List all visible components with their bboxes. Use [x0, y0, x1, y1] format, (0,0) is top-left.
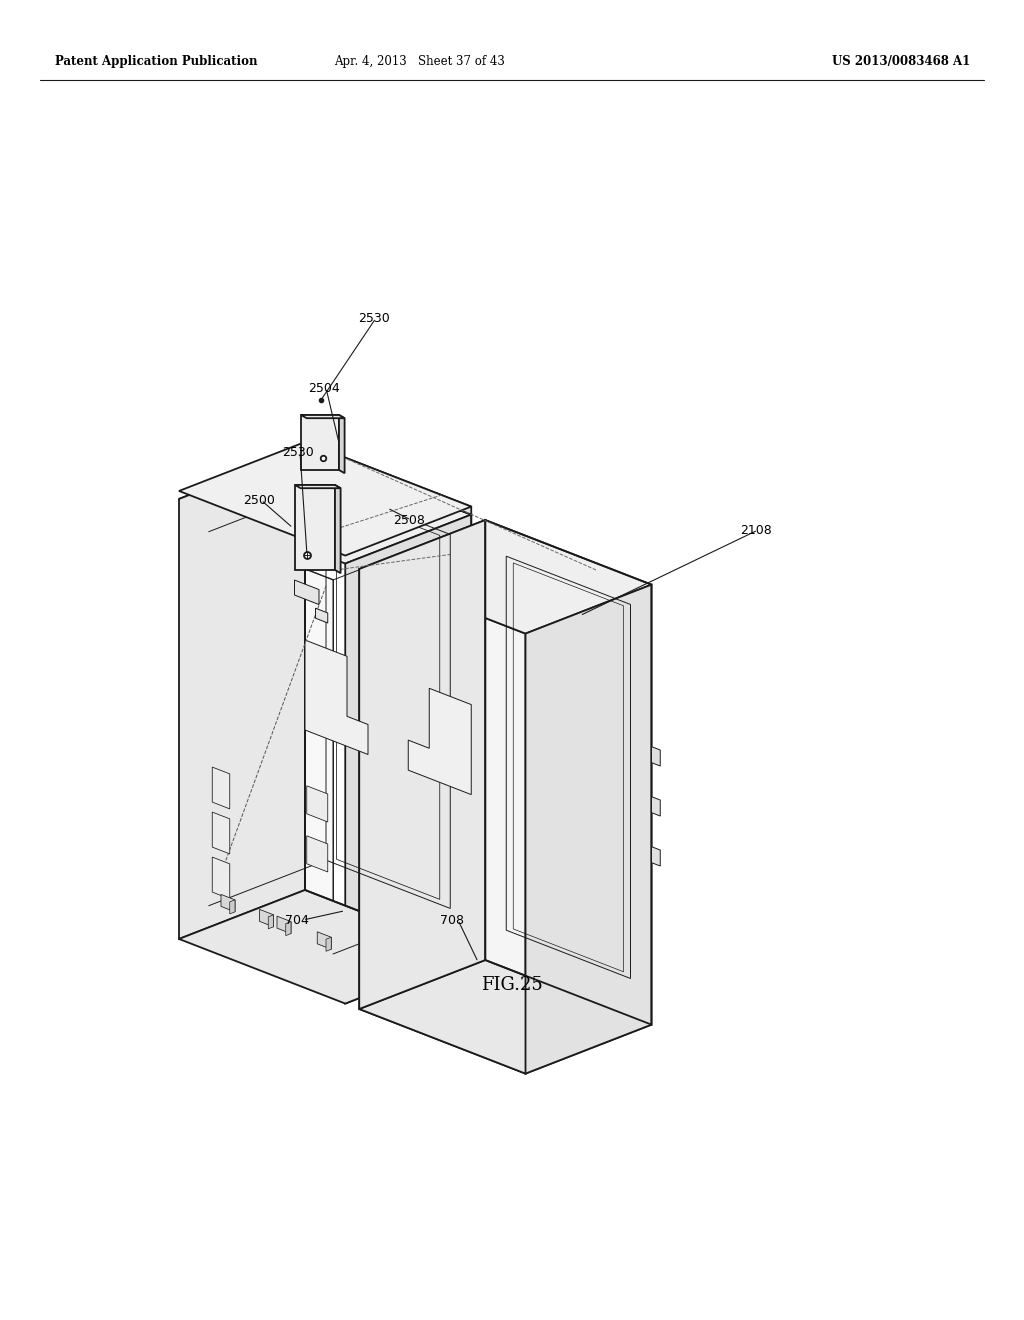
Polygon shape: [315, 609, 328, 623]
Polygon shape: [179, 450, 305, 939]
Polygon shape: [359, 960, 651, 1073]
Polygon shape: [525, 585, 651, 1073]
Polygon shape: [295, 579, 319, 605]
Text: 2108: 2108: [740, 524, 772, 536]
Polygon shape: [295, 484, 335, 570]
Text: 2500: 2500: [243, 494, 274, 507]
Polygon shape: [209, 532, 333, 954]
Polygon shape: [301, 414, 339, 470]
Polygon shape: [212, 857, 229, 899]
Text: US 2013/0083468 A1: US 2013/0083468 A1: [831, 55, 970, 69]
Polygon shape: [179, 450, 471, 564]
Polygon shape: [286, 921, 291, 936]
Text: 704: 704: [285, 913, 309, 927]
Polygon shape: [295, 484, 341, 488]
Polygon shape: [268, 915, 273, 929]
Polygon shape: [305, 442, 471, 515]
Polygon shape: [345, 515, 471, 1003]
Polygon shape: [651, 797, 660, 816]
Text: 2530: 2530: [282, 446, 313, 458]
Polygon shape: [317, 932, 331, 949]
Polygon shape: [651, 747, 660, 766]
Polygon shape: [307, 785, 328, 822]
Polygon shape: [305, 640, 368, 755]
Text: 2504: 2504: [308, 381, 340, 395]
Polygon shape: [179, 890, 471, 1003]
Polygon shape: [326, 937, 331, 952]
Polygon shape: [221, 895, 234, 912]
Polygon shape: [307, 836, 328, 873]
Polygon shape: [278, 916, 291, 933]
Text: Apr. 4, 2013   Sheet 37 of 43: Apr. 4, 2013 Sheet 37 of 43: [335, 55, 506, 69]
Polygon shape: [339, 414, 345, 473]
Text: 2508: 2508: [393, 513, 425, 527]
Text: 708: 708: [440, 913, 464, 927]
Polygon shape: [212, 767, 229, 809]
Text: Patent Application Publication: Patent Application Publication: [55, 55, 257, 69]
Text: FIG.25: FIG.25: [481, 975, 543, 994]
Polygon shape: [301, 414, 345, 418]
Polygon shape: [651, 846, 660, 866]
Polygon shape: [409, 688, 471, 795]
Polygon shape: [229, 900, 234, 913]
Polygon shape: [359, 520, 651, 634]
Text: 2530: 2530: [358, 312, 390, 325]
Polygon shape: [212, 812, 229, 854]
Polygon shape: [259, 909, 273, 927]
Polygon shape: [359, 569, 525, 1073]
Polygon shape: [335, 484, 341, 573]
Polygon shape: [209, 532, 333, 954]
Polygon shape: [179, 442, 471, 556]
Polygon shape: [359, 520, 485, 1008]
